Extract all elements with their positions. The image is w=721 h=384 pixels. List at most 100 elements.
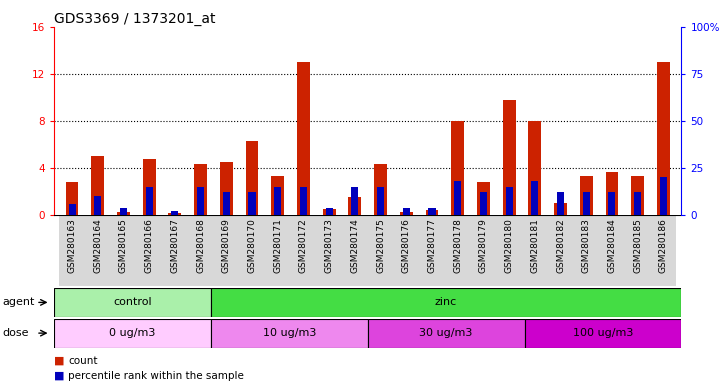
Bar [400,212,412,215]
Text: zinc: zinc [435,297,457,308]
Bar [172,211,178,215]
Bar [249,192,255,215]
Text: ■: ■ [54,371,65,381]
Bar [531,181,539,215]
Bar [85,215,110,286]
Text: GSM280185: GSM280185 [633,218,642,273]
Bar [54,319,211,348]
Bar [625,215,650,286]
Text: GSM280164: GSM280164 [93,218,102,273]
Text: 30 ug/m3: 30 ug/m3 [420,328,473,338]
Bar [291,215,317,286]
Bar [477,182,490,215]
Bar [606,172,619,215]
Bar [403,207,410,215]
Bar [548,215,573,286]
Text: GSM280181: GSM280181 [531,218,539,273]
Bar [451,121,464,215]
Bar [528,121,541,215]
Bar [348,197,361,215]
Bar [297,62,310,215]
Text: GSM280172: GSM280172 [299,218,308,273]
Text: GSM280173: GSM280173 [324,218,334,273]
Bar [194,164,207,215]
Text: GSM280171: GSM280171 [273,218,282,273]
Bar [505,187,513,215]
Bar [223,192,230,215]
Bar [631,176,644,215]
Text: GDS3369 / 1373201_at: GDS3369 / 1373201_at [54,12,216,25]
Bar [211,288,681,317]
Bar [419,215,445,286]
Bar [117,212,130,215]
Bar [220,162,233,215]
Bar [609,192,616,215]
Text: GSM280177: GSM280177 [428,218,436,273]
Bar [524,319,681,348]
Bar [59,215,85,286]
Text: GSM280179: GSM280179 [479,218,488,273]
Bar [120,207,127,215]
Bar [94,196,102,215]
Bar [169,213,181,215]
Bar [503,100,516,215]
Bar [496,215,522,286]
Bar [557,192,564,215]
Bar [554,203,567,215]
Text: 0 ug/m3: 0 ug/m3 [110,328,156,338]
Text: GSM280167: GSM280167 [170,218,180,273]
Bar [522,215,548,286]
Bar [213,215,239,286]
Text: GSM280184: GSM280184 [607,218,616,273]
Bar [454,181,461,215]
Bar [146,187,153,215]
Text: count: count [68,356,98,366]
Text: GSM280175: GSM280175 [376,218,385,273]
Text: GSM280183: GSM280183 [582,218,590,273]
Bar [239,215,265,286]
Bar [650,215,676,286]
Bar [136,215,162,286]
Text: agent: agent [2,297,35,308]
Bar [583,192,590,215]
Text: 10 ug/m3: 10 ug/m3 [262,328,316,338]
Bar [634,192,641,215]
Text: GSM280174: GSM280174 [350,218,359,273]
Bar [162,215,187,286]
Bar [211,319,368,348]
Text: control: control [113,297,152,308]
Bar [428,207,435,215]
Text: dose: dose [2,328,29,338]
Bar [368,319,524,348]
Bar [374,164,387,215]
Bar [187,215,213,286]
Bar [323,209,335,215]
Text: GSM280169: GSM280169 [222,218,231,273]
Bar [471,215,496,286]
Bar [300,187,307,215]
Bar [394,215,419,286]
Text: GSM280178: GSM280178 [454,218,462,273]
Bar [246,141,258,215]
Bar [342,215,368,286]
Bar [425,210,438,215]
Bar [580,176,593,215]
Text: GSM280170: GSM280170 [247,218,257,273]
Bar [660,177,667,215]
Text: GSM280176: GSM280176 [402,218,411,273]
Bar [573,215,599,286]
Bar [368,215,394,286]
Text: GSM280182: GSM280182 [556,218,565,273]
Bar [143,159,156,215]
Bar [445,215,471,286]
Text: ■: ■ [54,356,65,366]
Bar [68,204,76,215]
Text: GSM280168: GSM280168 [196,218,205,273]
Bar [110,215,136,286]
Bar [657,62,670,215]
Bar [326,207,332,215]
Text: GSM280180: GSM280180 [505,218,513,273]
Text: GSM280163: GSM280163 [68,218,76,273]
Bar [351,187,358,215]
Bar [92,156,105,215]
